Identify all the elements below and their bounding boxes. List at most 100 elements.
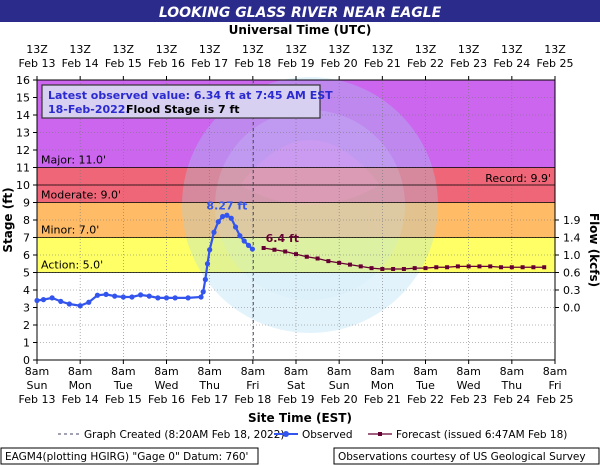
- top-tick-date: Feb 13: [19, 57, 56, 70]
- top-tick-time: 13Z: [501, 43, 523, 56]
- top-tick-time: 13Z: [69, 43, 91, 56]
- observed-point: [215, 219, 221, 225]
- watermark-bird-shape: [240, 140, 380, 205]
- bottom-tick-day: Thu: [198, 379, 220, 392]
- info-box: [41, 84, 321, 119]
- observed-point: [207, 247, 213, 253]
- y-tick-label: 10: [16, 179, 30, 192]
- observed-point: [94, 292, 101, 298]
- forecast-point: [423, 266, 428, 271]
- right-axis-title: Flow (kcfs): [587, 213, 600, 287]
- observed-point: [66, 301, 72, 307]
- bottom-tick-day: Sun: [27, 379, 48, 392]
- y-tick-label: 1: [23, 337, 30, 350]
- top-tick-time: 13Z: [328, 43, 350, 56]
- top-tick-date: Feb 17: [191, 57, 228, 70]
- legend-forecast: Forecast (issued 6:47AM Feb 18): [396, 429, 567, 441]
- top-tick-date: Feb 21: [364, 57, 401, 70]
- observed-point: [249, 246, 256, 252]
- band-label-action: Action: 5.0': [41, 259, 103, 272]
- forecast-point: [272, 247, 277, 252]
- observed-point: [232, 224, 239, 230]
- observed-point: [224, 212, 230, 218]
- bottom-tick-day: Sat: [287, 379, 306, 392]
- top-tick-time: 13Z: [199, 43, 221, 56]
- top-axis-title: Universal Time (UTC): [229, 23, 372, 37]
- observed-point: [220, 213, 226, 220]
- top-tick-date: Feb 23: [450, 57, 487, 70]
- observed-point: [163, 295, 170, 301]
- observed-point: [185, 295, 191, 301]
- bottom-tick-time: 8am: [197, 365, 221, 378]
- forecast-point: [380, 267, 385, 271]
- bottom-tick-time: 8am: [154, 365, 178, 378]
- y-tick-label: 6: [23, 249, 30, 262]
- bottom-tick-time: 8am: [68, 365, 92, 378]
- watermark-circle: [182, 77, 438, 333]
- observed-point: [241, 238, 247, 244]
- forecast-point: [401, 267, 406, 271]
- bottom-tick-day: Fri: [246, 379, 259, 392]
- observed-point: [245, 242, 252, 248]
- forecast-point: [315, 256, 320, 261]
- bottom-tick-date: Feb 22: [407, 393, 444, 406]
- top-tick-time: 13Z: [415, 43, 437, 56]
- bottom-tick-time: 8am: [327, 365, 351, 378]
- top-tick-date: Feb 25: [537, 57, 574, 70]
- top-tick-time: 13Z: [26, 43, 48, 56]
- observed-point: [77, 303, 83, 309]
- bottom-tick-date: Feb 19: [278, 393, 315, 406]
- bottom-tick-date: Feb 25: [537, 393, 574, 406]
- forecast-point: [369, 266, 374, 271]
- bottom-axis-title: Site Time (EST): [248, 411, 352, 425]
- footer-left-box: [0, 447, 259, 465]
- bottom-tick-date: Feb 20: [321, 393, 358, 406]
- top-tick-date: Feb 16: [148, 57, 185, 70]
- y-tick-label: 7: [23, 232, 30, 245]
- forecast-point: [337, 260, 342, 265]
- bottom-tick-day: Sun: [329, 379, 350, 392]
- observed-point: [138, 292, 144, 298]
- top-tick-time: 13Z: [285, 43, 307, 56]
- forecast-point: [520, 265, 525, 270]
- forecast-point: [283, 249, 288, 254]
- observed-point: [86, 299, 92, 305]
- bottom-tick-date: Feb 16: [148, 393, 185, 406]
- info-box-line1: Latest observed value: 6.34 ft at 7:45 A…: [48, 89, 333, 102]
- forecast-point: [542, 265, 547, 270]
- observed-point: [204, 261, 211, 267]
- record-label: Record: 9.9': [485, 172, 551, 185]
- bottom-tick-time: 8am: [413, 365, 437, 378]
- y-tick-label: 8: [23, 214, 30, 227]
- y-tick-label: 3: [23, 302, 30, 315]
- noaa-watermark: [182, 77, 438, 333]
- bottom-tick-day: Mon: [371, 379, 394, 392]
- legend-graph-created: Graph Created (8:20AM Feb 18, 2022): [84, 429, 284, 441]
- bottom-tick-day: Fri: [548, 379, 561, 392]
- bottom-tick-time: 8am: [370, 365, 394, 378]
- forecast-point: [347, 262, 352, 267]
- legend-observed: Observed: [302, 429, 353, 441]
- bottom-tick-day: Mon: [69, 379, 92, 392]
- bottom-tick-date: Feb 13: [19, 393, 56, 406]
- top-tick-date: Feb 18: [234, 57, 271, 70]
- observed-point: [34, 297, 40, 304]
- forecast-point: [412, 266, 417, 271]
- top-tick-time: 13Z: [113, 43, 135, 56]
- flow-tick-label: 0.3: [563, 284, 581, 297]
- bottom-tick-time: 8am: [456, 365, 480, 378]
- footer-left: EAGM4(plotting HGIRG) "Gage 0" Datum: 76…: [5, 451, 248, 463]
- forecast-annotation: 6.4 ft: [266, 232, 299, 245]
- band-label-moderate: Moderate: 9.0': [41, 189, 121, 202]
- forecast-point: [509, 265, 514, 270]
- observed-point: [200, 289, 206, 295]
- bottom-tick-date: Feb 23: [450, 393, 487, 406]
- forecast-point: [488, 264, 493, 269]
- y-tick-label: 12: [16, 144, 30, 157]
- bottom-tick-day: Tue: [415, 379, 435, 392]
- observed-point: [129, 294, 135, 300]
- flow-tick-label: 0.0: [563, 302, 581, 315]
- y-tick-label: 15: [16, 92, 30, 105]
- bottom-tick-day: Wed: [457, 379, 481, 392]
- observed-point: [155, 295, 161, 301]
